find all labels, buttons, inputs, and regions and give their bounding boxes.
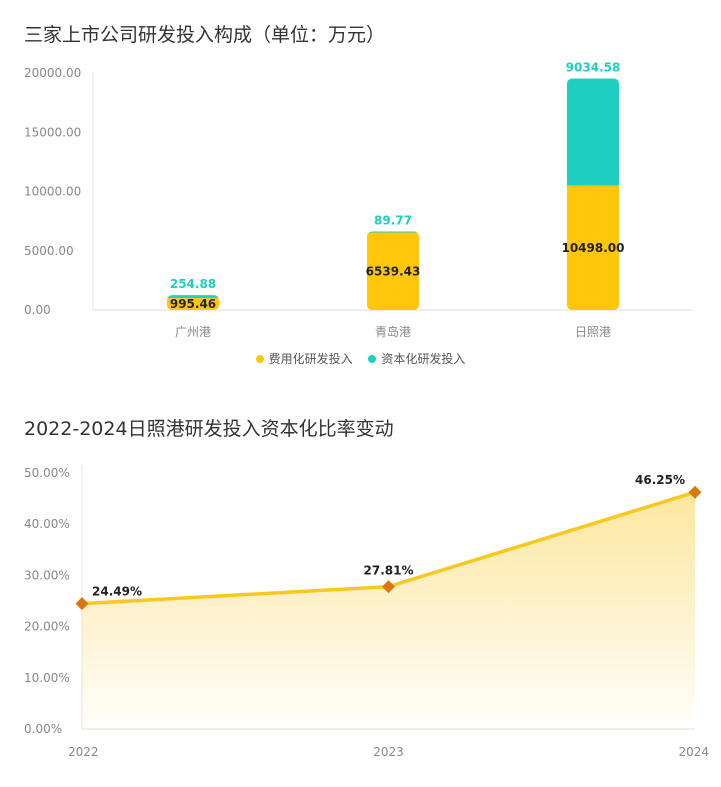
x-tick-label: 日照港 — [575, 325, 611, 339]
bar-chart-svg: 0.00 5000.00 10000.00 15000.00 20000.00 广州港 25… — [24, 61, 693, 339]
area-chart-svg: 0.00% 10.00% 20.00% 30.00% 40.00% 50.00% 2022 2… — [24, 465, 709, 759]
data-label-expensed: 6539.43 — [366, 264, 421, 278]
legend-label-expensed: 费用化研发投入 — [268, 352, 353, 366]
bar-capitalized — [167, 295, 219, 299]
bar-expensed — [367, 232, 419, 310]
data-point-marker — [75, 597, 89, 611]
y-tick-label: 0.00% — [24, 722, 62, 736]
area-fill — [82, 492, 695, 729]
data-label: 46.25% — [635, 473, 685, 487]
y-tick-label: 5000.00 — [24, 244, 74, 258]
legend-swatch-expensed — [255, 354, 264, 363]
bar-chart-title: 三家上市公司研发投入构成（单位：万元） — [24, 24, 386, 46]
bar-chart-legend: 费用化研发投入 资本化研发投入 — [0, 350, 721, 367]
data-label-capitalized: 9034.58 — [566, 61, 621, 75]
y-tick-label: 10.00% — [24, 671, 70, 685]
legend-swatch-capitalized — [368, 354, 377, 363]
bar-stack — [567, 78, 619, 310]
area-chart-panel: 2022-2024日照港研发投入资本化比率变动 0.00% 10.00% 20.00… — [0, 400, 721, 787]
area-chart-title: 2022-2024日照港研发投入资本化比率变动 — [24, 418, 394, 440]
bar-expensed — [567, 185, 619, 310]
y-tick-label: 40.00% — [24, 517, 70, 531]
y-tick-label: 20.00% — [24, 620, 70, 634]
bar-capitalized — [567, 78, 619, 186]
data-label: 27.81% — [364, 564, 414, 578]
bar-expensed — [167, 298, 219, 310]
y-tick-label: 0.00 — [24, 303, 51, 317]
data-label-expensed: 10498.00 — [561, 241, 624, 255]
x-tick-label: 2023 — [373, 745, 404, 759]
x-tick-label: 2022 — [68, 745, 99, 759]
legend-item-expensed[interactable]: 费用化研发投入 — [255, 350, 353, 367]
x-tick-label: 广州港 — [175, 325, 211, 339]
data-point-marker — [688, 485, 702, 499]
data-label: 24.49% — [92, 585, 142, 599]
x-tick-label: 青岛港 — [375, 324, 411, 339]
legend-item-capitalized[interactable]: 资本化研发投入 — [368, 350, 465, 367]
data-point-marker — [382, 580, 395, 594]
data-label-capitalized: 254.88 — [170, 277, 216, 291]
y-tick-label: 10000.00 — [24, 185, 81, 199]
data-label-capitalized: 89.77 — [374, 213, 412, 227]
y-tick-label: 20000.00 — [24, 66, 81, 80]
bar-stack — [167, 295, 219, 310]
bar-stack — [367, 231, 419, 310]
legend-label-capitalized: 资本化研发投入 — [381, 352, 466, 366]
data-label-expensed: 995.46 — [170, 297, 216, 311]
y-tick-label: 15000.00 — [24, 125, 81, 139]
bar-capitalized — [367, 231, 419, 233]
y-tick-label: 50.00% — [24, 466, 70, 480]
x-tick-label: 2024 — [678, 745, 709, 759]
bar-chart-panel: 三家上市公司研发投入构成（单位：万元） 0.00 5000.00 10000.00 1… — [0, 0, 721, 380]
y-tick-label: 30.00% — [24, 568, 70, 582]
